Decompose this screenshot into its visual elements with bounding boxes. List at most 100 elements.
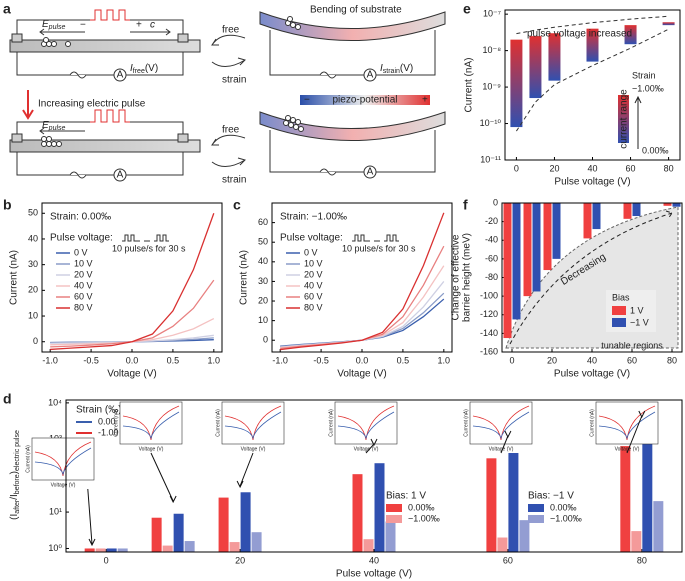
inset-x-label: Voltage (V) [139,446,164,452]
inset-curve [122,411,180,440]
legend-gradient [618,95,629,143]
legend-label: 40 V [74,280,93,290]
label: piezo-potential [332,95,397,106]
bar [620,446,631,552]
inset-curve [598,411,656,440]
plot: 0 20 40 60 80 10⁻¹¹ 10⁻¹⁰ 10⁻⁹ 10⁻⁸ 10⁻⁷ Pulse vol… [464,9,681,188]
y-tick-label: 10⁰ [48,543,62,553]
y-tick-label: 10⁻⁸ [482,45,501,55]
wire [269,130,436,173]
pointer-arrow [87,488,96,547]
bent-substrate [259,111,446,141]
y-tick-label: 20 [28,285,38,295]
legend-label: 60 V [74,291,93,301]
inset-curve [122,405,180,441]
annotation: 10 pulse/s for 30 s [112,243,186,253]
bar [486,458,497,552]
legend-label: 20 V [74,269,93,279]
y-tick-label: -80 [485,272,498,282]
legend-label: 0.00‰ [408,502,435,512]
legend-label: −1.00‰ [550,513,582,523]
y-tick-label: 10 [258,315,268,325]
legend-label: −1.00‰ [632,83,664,93]
bar [672,203,681,207]
panel-label: b [3,197,12,213]
legend-swatch [386,504,402,512]
bar [117,548,128,552]
text: after [14,499,21,514]
arrow [39,127,85,135]
inset-curve [224,411,282,440]
legend-label: 80 V [74,302,93,312]
legend-swatch [612,306,626,315]
ions [41,37,71,47]
bar [95,548,106,552]
y-axis-label: barrier height (meV) [462,233,473,322]
legend-label: 0.00 [98,416,116,426]
y-tick-label: 0 [33,336,38,346]
y-tick-label: 10 [28,310,38,320]
x-tick-label: 0 [509,355,514,365]
ions [285,16,301,30]
label: Bending of substrate [310,5,402,16]
inset-x-label: Voltage (V) [241,446,266,452]
x-tick-label: 0 [514,163,519,173]
inset-y-label: Current (nA) [463,409,469,437]
ammeter [363,165,377,179]
text: I [380,63,383,74]
substrate [9,39,201,53]
y-axis-label: (Iafter/Ibefore)electric pulse [9,430,21,520]
y-tick-label: 10⁻⁷ [483,9,501,19]
trend-curve [509,210,673,345]
legend-label: 1 V [630,305,644,315]
pointer-arrow [236,452,254,489]
legend-label: −1.00‰ [408,513,440,523]
electrode [11,33,23,43]
y-tick-label: -160 [480,346,498,356]
y-tick-label: -140 [480,328,498,338]
x-tick-label: 0.0 [356,355,369,365]
bar [623,203,632,219]
legend-title: Pulse voltage: [280,233,343,244]
bar [84,548,95,552]
plot-frame [504,9,681,161]
panel-label: c [233,197,241,213]
bent-substrate [259,11,446,41]
annotation: 10 pulse/s for 30 s [342,243,416,253]
bar [184,541,195,552]
bar [374,463,385,552]
wire [16,121,184,134]
legend-swatch [528,515,544,523]
text: before [14,474,21,494]
arrow [22,90,34,120]
range-bar [586,28,599,62]
plus: + [136,20,142,31]
x-tick-label: 40 [587,355,597,365]
inset-curve [224,405,282,441]
text: pulse [48,125,66,132]
bar [532,203,541,292]
legend-swatch [528,504,544,512]
x-tick-label: 20 [235,555,245,565]
y-tick-label: 40 [258,256,268,266]
x-axis-label: Pulse voltage (V) [336,569,412,580]
text: I [130,63,133,74]
bar [497,537,508,552]
axis-c: c [150,20,155,31]
x-axis-label: Voltage (V) [107,369,156,380]
arrow [211,34,246,46]
x-tick-label: 0.5 [397,355,410,365]
electrode [11,133,23,143]
x-tick-label: 20 [547,355,557,365]
arrow [130,28,171,36]
x-tick-label: 0 [104,555,109,565]
text: free [133,68,145,75]
annotation: tunable regions [601,340,663,350]
y-axis-label: Current (nA) [9,250,20,305]
y-tick-label: 40 [28,233,38,243]
label: free [222,125,240,136]
y-tick-label: -120 [480,309,498,319]
plot: 0 20 40 60 80 0 -20 -40 -60 -80 -100 -120 -140 -160 Pu… [451,197,683,380]
inset-curve [472,405,530,441]
